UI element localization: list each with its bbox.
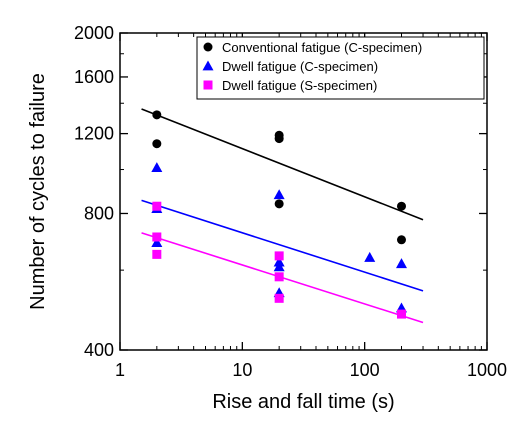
- legend-label-dwell-c: Dwell fatigue (C-specimen): [222, 59, 378, 74]
- square-point: [396, 309, 406, 319]
- triangle-point: [273, 189, 285, 200]
- legend-box: [196, 36, 485, 100]
- legend-label-dwell-s: Dwell fatigue (S-specimen): [222, 78, 377, 93]
- x-tick-label: 1: [115, 360, 125, 380]
- x-tick-label: 100: [350, 360, 380, 380]
- legend-marker-triangle: [202, 60, 214, 71]
- y-tick-label: 2000: [74, 23, 114, 43]
- y-tick-label: 400: [84, 340, 114, 360]
- square-point: [152, 249, 162, 259]
- legend-circle-icon: [203, 42, 213, 52]
- circle-point: [274, 134, 284, 144]
- legend-square-icon: [203, 80, 213, 90]
- legend-marker-square: [203, 80, 213, 90]
- y-tick-label: 1200: [74, 124, 114, 144]
- circle-point: [152, 139, 162, 149]
- plot-frame: [119, 32, 488, 351]
- triangle-point: [151, 162, 163, 172]
- square-point: [152, 201, 162, 211]
- square-point: [274, 293, 284, 303]
- triangle-point: [151, 237, 163, 248]
- square-point: [152, 232, 162, 242]
- y-axis-label: Number of cycles to failure: [27, 73, 49, 310]
- circle-point: [396, 235, 406, 245]
- legend-triangle-icon: [202, 60, 214, 71]
- trend-line-0: [141, 108, 424, 221]
- y-tick-label: 800: [84, 203, 114, 223]
- tick-labels: 1 10 100 1000 400 800 1200 1600 2000: [74, 23, 507, 380]
- legend-label-conventional: Conventional fatigue (C-specimen): [222, 40, 422, 55]
- square-point: [274, 251, 284, 261]
- x-axis-label: Rise and fall time (s): [212, 391, 394, 413]
- x-tick-label: 10: [232, 360, 252, 380]
- triangle-point: [273, 261, 285, 272]
- data-points: [151, 110, 407, 319]
- circle-point: [396, 201, 406, 211]
- triangle-point: [395, 258, 407, 269]
- legend: Conventional fatigue (C-specimen) Dwell …: [196, 36, 485, 100]
- triangle-point: [364, 251, 376, 262]
- legend-item-dwell-s: Dwell fatigue (S-specimen): [203, 78, 377, 93]
- legend-item-dwell-c: Dwell fatigue (C-specimen): [202, 59, 378, 74]
- x-tick-label: 1000: [467, 360, 507, 380]
- legend-item-conventional: Conventional fatigue (C-specimen): [203, 40, 422, 55]
- circle-point: [274, 199, 284, 209]
- circle-point: [152, 110, 162, 120]
- legend-marker-circle: [203, 42, 213, 52]
- y-tick-label: 1600: [74, 67, 114, 87]
- square-point: [274, 272, 284, 282]
- trend-line-1: [141, 199, 424, 292]
